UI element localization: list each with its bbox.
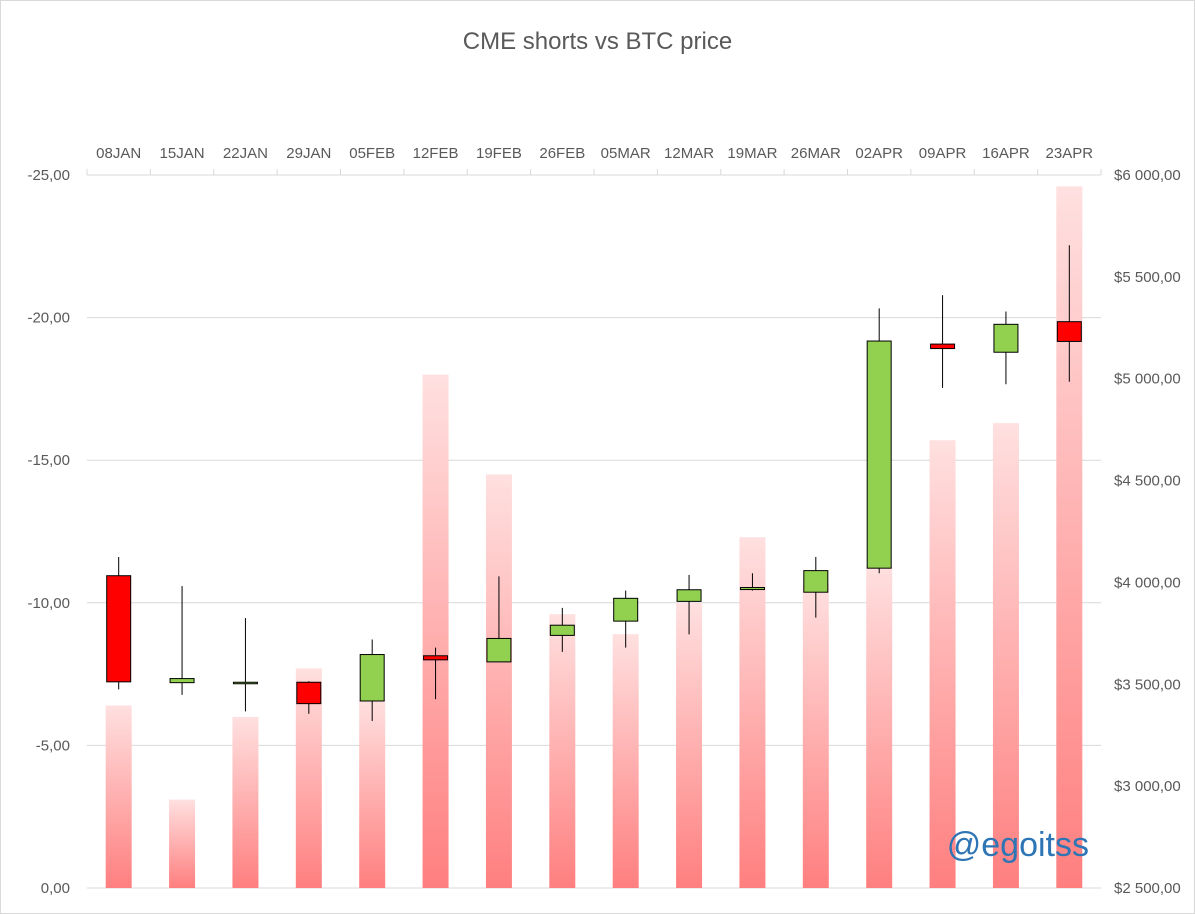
bar-12FEB — [422, 374, 449, 888]
category-label: 19FEB — [476, 145, 522, 162]
candle-body-05FEB — [359, 654, 385, 702]
bar-12MAR — [676, 602, 703, 888]
candle-body-26MAR — [803, 570, 829, 593]
bar-22JAN — [232, 716, 259, 888]
left-tick-label: -10,00 — [27, 595, 70, 612]
bar-05MAR — [612, 634, 639, 888]
left-tick-label: -25,00 — [27, 167, 70, 184]
candle-body-08JAN — [106, 575, 132, 683]
left-tick-label: -15,00 — [27, 452, 70, 469]
bar-19FEB — [485, 474, 512, 888]
bar-26MAR — [802, 582, 829, 888]
left-tick-label: -20,00 — [27, 310, 70, 327]
category-label: 26MAR — [791, 145, 841, 162]
bar-16APR — [992, 423, 1019, 888]
category-label: 26FEB — [539, 145, 585, 162]
left-axis: -25,00 -20,00 -15,00 -10,00 -5,00 0,00 — [27, 167, 70, 897]
candle-body-19FEB — [486, 637, 512, 663]
category-axis: 08JAN 15JAN 22JAN 29JAN 05FEB 12FEB 19FEB 26FEB… — [86, 145, 1102, 175]
bar-09APR — [929, 440, 956, 888]
category-label: 22JAN — [223, 145, 268, 162]
bar-15JAN — [169, 799, 196, 888]
right-tick-label: $6 000,00 — [1114, 167, 1181, 184]
candle-body-09APR — [930, 343, 956, 350]
right-tick-label: $4 500,00 — [1114, 473, 1181, 490]
right-tick-label: $2 500,00 — [1114, 880, 1181, 897]
chart-title: CME shorts vs BTC price — [462, 28, 733, 55]
category-label: 29JAN — [286, 145, 331, 162]
right-tick-label: $3 000,00 — [1114, 778, 1181, 795]
right-tick-label: $5 500,00 — [1114, 269, 1181, 286]
category-label: 05MAR — [601, 145, 651, 162]
candle-body-12FEB — [423, 655, 449, 661]
category-label: 08JAN — [96, 145, 141, 162]
right-tick-label: $5 000,00 — [1114, 371, 1181, 388]
category-label: 12FEB — [413, 145, 459, 162]
right-axis: $6 000,00 $5 500,00 $5 000,00 $4 500,00 $4 0… — [1114, 167, 1181, 897]
right-tick-label: $3 500,00 — [1114, 676, 1181, 693]
bar-26FEB — [549, 614, 576, 888]
right-tick-label: $4 000,00 — [1114, 574, 1181, 591]
candle-body-15JAN — [169, 678, 195, 684]
left-tick-label: -5,00 — [36, 737, 70, 754]
bar-series — [105, 186, 1083, 888]
bar-19MAR — [739, 537, 766, 888]
candle-body-22JAN — [232, 681, 258, 685]
candlestick-series — [106, 245, 1082, 721]
bar-05FEB — [359, 699, 386, 888]
bar-08JAN — [105, 705, 132, 888]
category-label: 05FEB — [349, 145, 395, 162]
category-label: 09APR — [919, 145, 967, 162]
candle-body-16APR — [993, 323, 1019, 353]
candle-body-26FEB — [549, 624, 575, 636]
category-label: 23APR — [1046, 145, 1094, 162]
candle-body-02APR — [866, 340, 892, 569]
category-label: 15JAN — [160, 145, 205, 162]
bar-02APR — [866, 565, 893, 888]
category-label: 02APR — [855, 145, 903, 162]
watermark: @egoitss — [946, 826, 1089, 864]
category-label: 12MAR — [664, 145, 714, 162]
category-label: 19MAR — [727, 145, 777, 162]
candle-body-05MAR — [613, 597, 639, 622]
candle-body-29JAN — [296, 681, 322, 705]
left-tick-label: 0,00 — [41, 880, 70, 897]
category-label: 16APR — [982, 145, 1030, 162]
candle-body-23APR — [1056, 321, 1082, 342]
candle-body-19MAR — [739, 587, 765, 591]
candle-body-12MAR — [676, 589, 702, 602]
